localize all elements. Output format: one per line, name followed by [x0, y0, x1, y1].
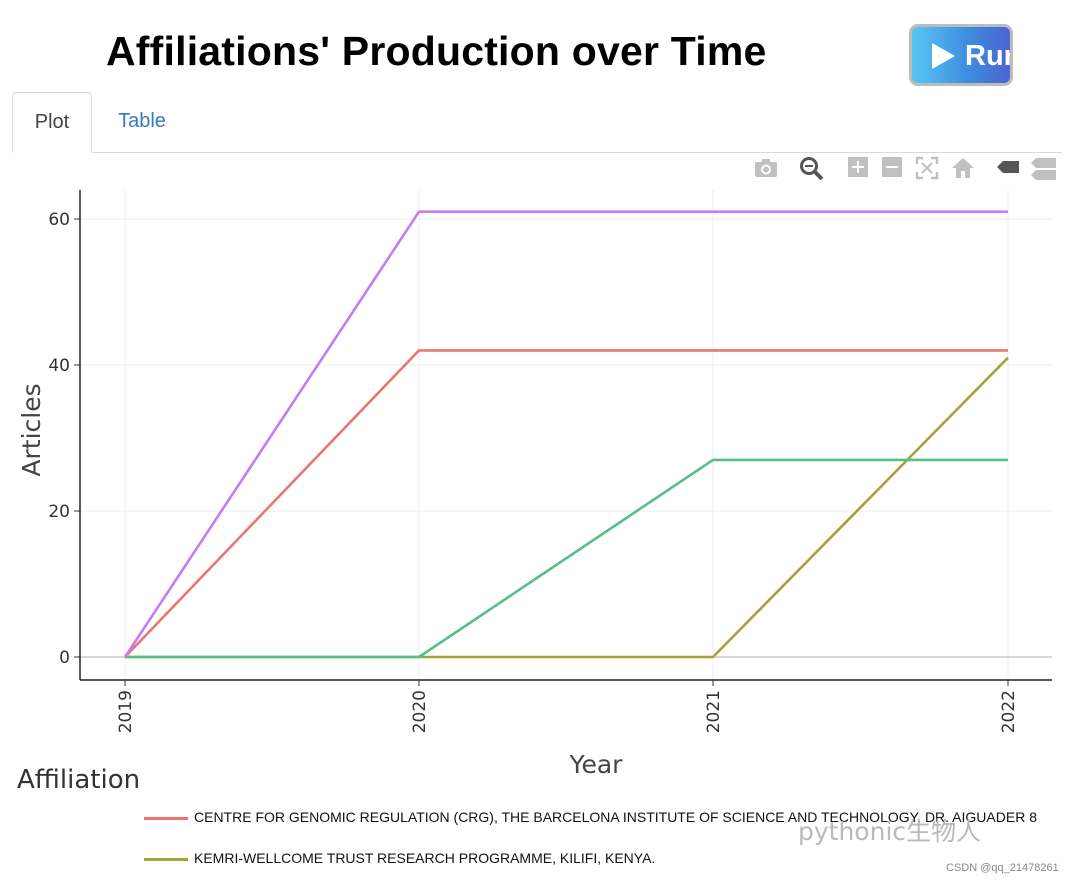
- y-tick-label: 40: [48, 356, 70, 376]
- credit-text: CSDN @qq_21478261: [946, 862, 1059, 874]
- y-tick-label: 20: [48, 502, 70, 522]
- page-title: Affiliations' Production over Time: [106, 28, 767, 74]
- x-tick-label: 2022: [999, 690, 1019, 733]
- run-button[interactable]: Run: [909, 24, 1013, 86]
- legend-title: Affiliation: [17, 765, 141, 795]
- tab-plot[interactable]: Plot: [12, 92, 92, 153]
- zoom-out-icon[interactable]: [881, 156, 903, 178]
- run-button-label: Run: [965, 40, 1010, 72]
- x-tick-label: 2021: [704, 690, 724, 733]
- camera-icon[interactable]: [754, 156, 778, 180]
- zoom-icon[interactable]: [799, 156, 825, 182]
- legend-swatch-crg: [144, 817, 188, 820]
- hover-compare-icon[interactable]: [1030, 156, 1056, 182]
- legend-label-kemri: KEMRI-WELLCOME TRUST RESEARCH PROGRAMME,…: [194, 850, 656, 866]
- series-line-3: [123, 210, 1008, 658]
- home-icon[interactable]: [951, 156, 975, 180]
- plot-toolbar: [748, 156, 1064, 186]
- y-tick-label: 60: [48, 210, 70, 230]
- tab-bar: Plot Table: [12, 92, 1062, 153]
- line-chart: 0 20 40 60 2019 2020 2021 2022 Year Articles: [17, 190, 1052, 779]
- series-line-0: [124, 349, 1008, 658]
- watermark: pythonic生物人: [798, 817, 982, 846]
- x-axis-title: Year: [569, 750, 624, 779]
- x-tick-label: 2019: [116, 690, 136, 733]
- series-line-2: [125, 458, 1008, 659]
- x-tick-label: 2020: [410, 690, 430, 733]
- hover-closest-icon[interactable]: [996, 156, 1020, 178]
- tab-table[interactable]: Table: [118, 110, 166, 132]
- play-icon: [932, 43, 955, 69]
- legend-label-crg: CENTRE FOR GENOMIC REGULATION (CRG), THE…: [194, 809, 1037, 825]
- series-line-1: [125, 356, 1009, 659]
- y-axis-title: Articles: [17, 383, 46, 476]
- zoom-in-icon[interactable]: [847, 156, 869, 178]
- autoscale-icon[interactable]: [915, 156, 939, 180]
- legend-swatch-kemri: [144, 858, 188, 861]
- y-tick-label: 0: [59, 648, 70, 668]
